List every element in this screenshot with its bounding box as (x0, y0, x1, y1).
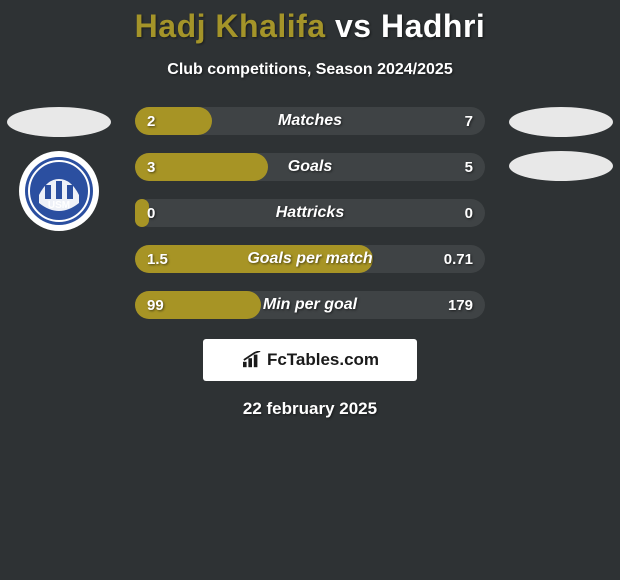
stat-value-right: 179 (448, 291, 473, 319)
comparison-card: Hadj Khalifa vs Hadhri Club competitions… (0, 0, 620, 580)
stat-value-left: 3 (147, 153, 155, 181)
player2-avatar-placeholder (509, 107, 613, 137)
page-title: Hadj Khalifa vs Hadhri (0, 0, 620, 45)
fctables-logo-icon (241, 351, 263, 369)
player1-avatar-placeholder (7, 107, 111, 137)
stat-value-right: 7 (465, 107, 473, 135)
stat-value-right: 0.71 (444, 245, 473, 273)
subtitle: Club competitions, Season 2024/2025 (0, 61, 620, 79)
stat-row: 0 0Hattricks (135, 199, 485, 227)
vs-text: vs (335, 8, 372, 44)
player2-club-placeholder (509, 151, 613, 181)
club-badge-text: USM (48, 200, 70, 211)
stat-value-left: 2 (147, 107, 155, 135)
branding-text: FcTables.com (267, 350, 379, 370)
club-crest-icon: USM (23, 155, 95, 227)
stat-row: 99179Min per goal (135, 291, 485, 319)
stat-label: Hattricks (135, 199, 485, 227)
stat-value-left: 0 (147, 199, 155, 227)
left-avatar-column: USM (4, 107, 114, 231)
stat-value-left: 99 (147, 291, 164, 319)
stat-value-left: 1.5 (147, 245, 168, 273)
stat-row: 1.50.71Goals per match (135, 245, 485, 273)
date-text: 22 february 2025 (0, 399, 620, 419)
stat-value-right: 0 (465, 199, 473, 227)
branding-badge: FcTables.com (203, 339, 417, 381)
stat-bars: 27Matches35Goals00Hattricks1.50.71Goals … (135, 107, 485, 319)
right-avatar-column (506, 107, 616, 181)
stat-bar-fill (135, 245, 373, 273)
stat-value-right: 5 (465, 153, 473, 181)
player1-club-badge: USM (19, 151, 99, 231)
player2-name: Hadhri (381, 8, 485, 44)
stat-row: 27Matches (135, 107, 485, 135)
player1-name: Hadj Khalifa (135, 8, 326, 44)
stat-row: 35Goals (135, 153, 485, 181)
content-area: USM 27Matches35Goals00Hattricks1.50.71Go… (0, 107, 620, 319)
